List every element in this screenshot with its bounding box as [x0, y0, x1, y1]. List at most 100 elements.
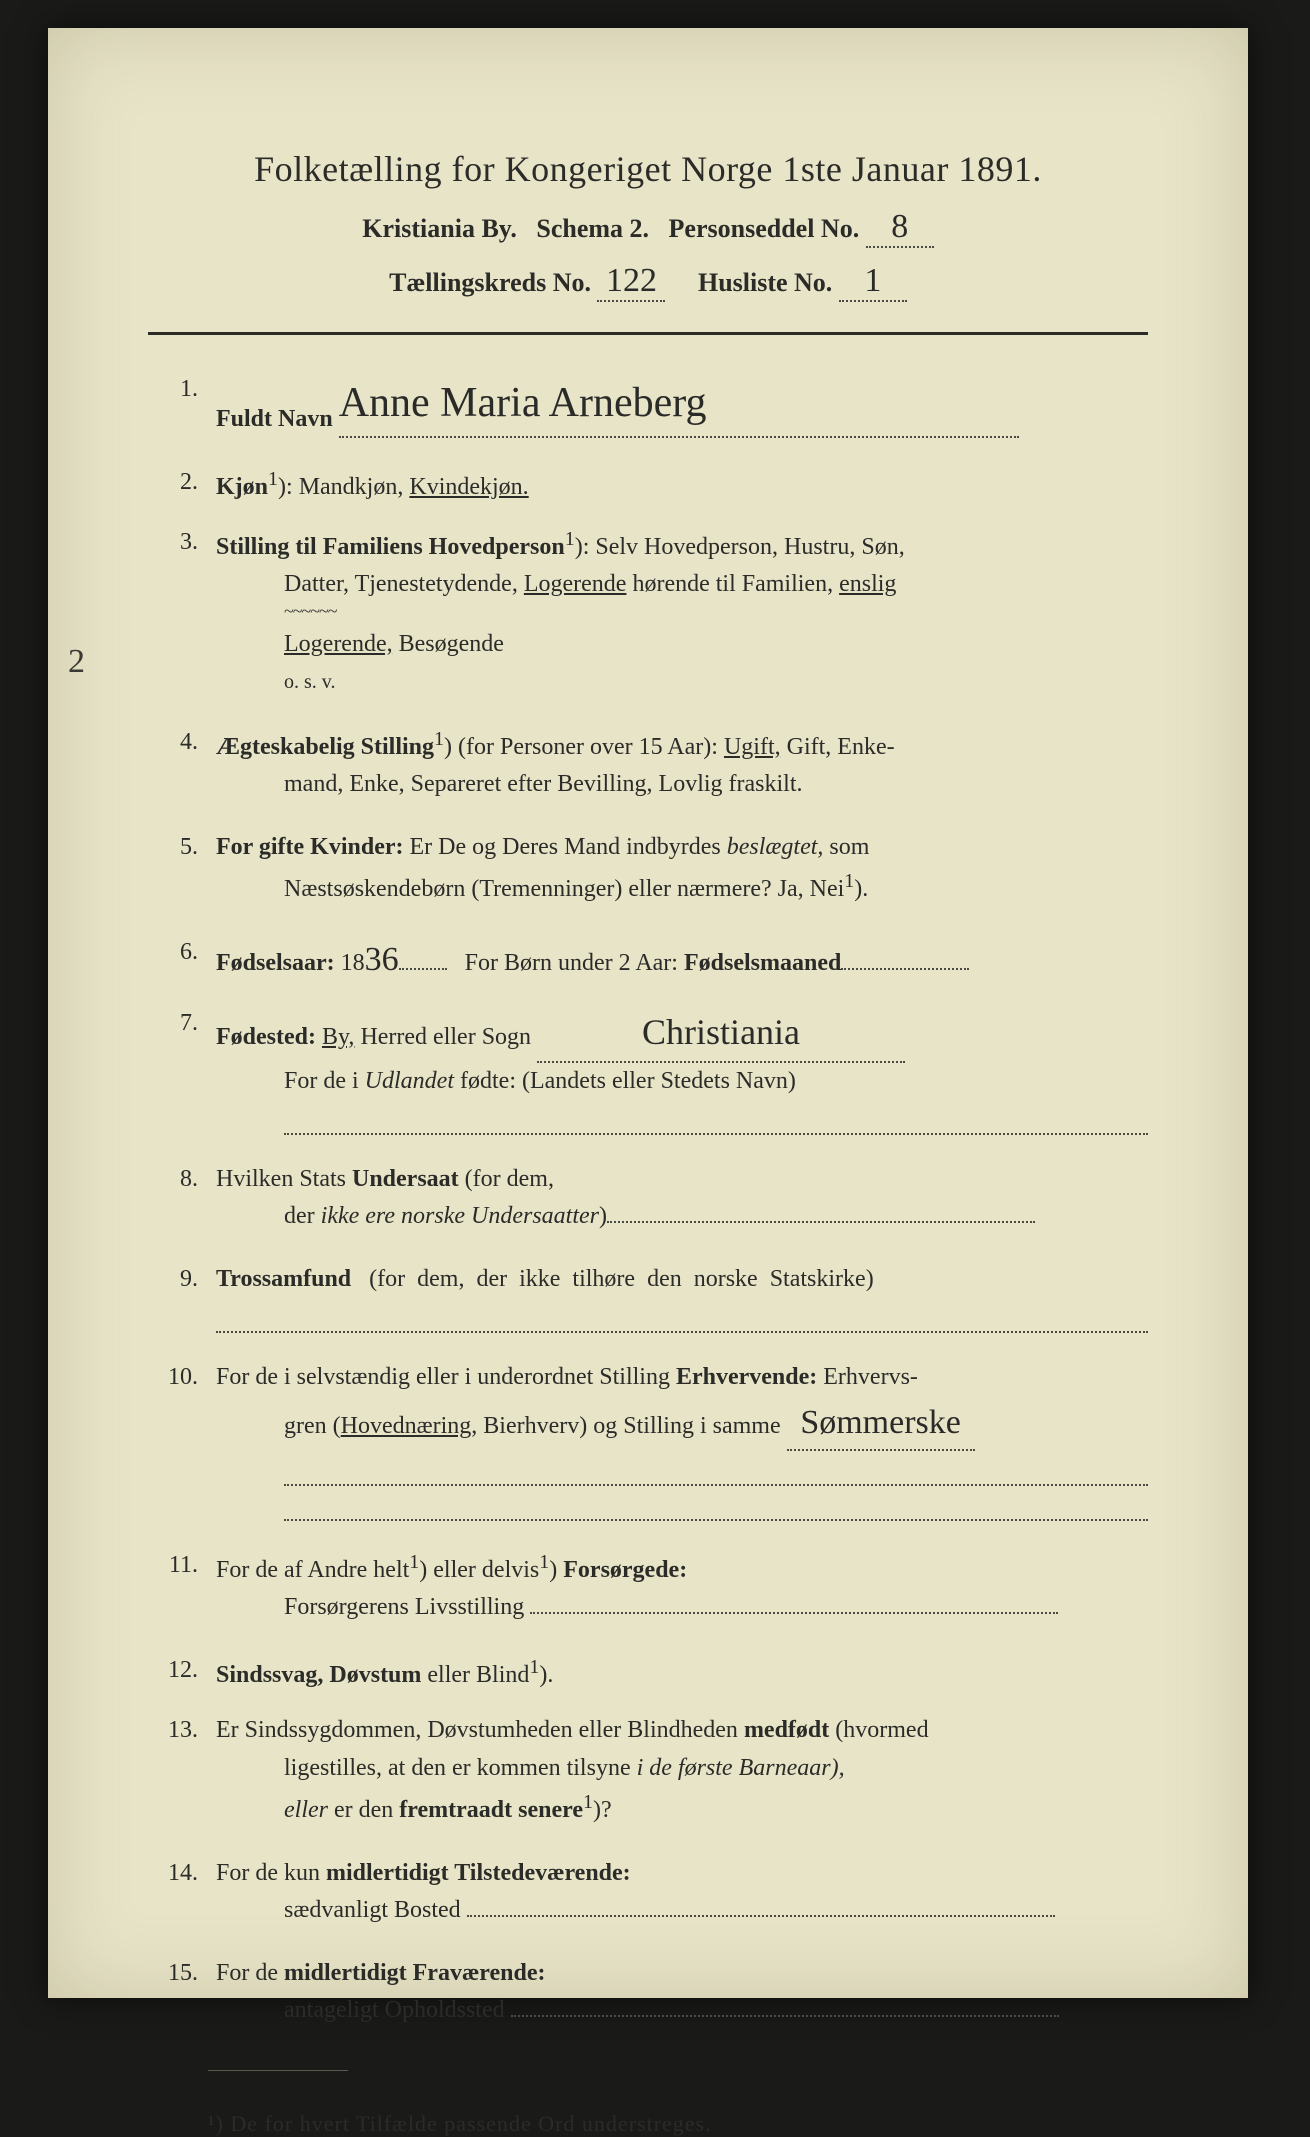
field-11-texta: For de af Andre helt — [216, 1557, 409, 1583]
field-10-blank2 — [284, 1490, 1148, 1521]
taellingskreds-label: Tællingskreds No. — [389, 268, 591, 297]
field-11-supported: For de af Andre helt1) eller delvis1) Fo… — [148, 1547, 1148, 1626]
field-7-textb: For de i — [284, 1068, 359, 1094]
husliste-no: 1 — [839, 262, 907, 302]
personseddel-no: 8 — [866, 208, 934, 248]
field-11-textb: eller delvis — [433, 1557, 539, 1583]
field-3-osv: o. s. v. — [284, 667, 1148, 698]
taellingskreds-no: 122 — [597, 262, 665, 302]
field-13-textd: er den — [334, 1797, 393, 1823]
field-5-texta: Er De og Deres Mand indbyrdes — [410, 834, 721, 860]
field-9-text: (for dem, der ikke tilhøre den norske St… — [369, 1266, 874, 1292]
page-title: Folketælling for Kongeriget Norge 1ste J… — [148, 148, 1148, 190]
field-11-sup1: 1 — [409, 1551, 419, 1573]
field-13-i1: i de første Barneaar), — [637, 1755, 845, 1781]
field-9-blank — [216, 1303, 1148, 1334]
margin-mark: 2 — [68, 643, 85, 681]
field-8-italic: ikke ere norske Undersaatter — [321, 1203, 599, 1229]
census-form-page: Folketælling for Kongeriget Norge 1ste J… — [48, 28, 1248, 1998]
field-4-u: Ugift, — [724, 734, 781, 760]
schema: Schema 2. — [536, 214, 649, 243]
field-3-u3: Logerende, — [284, 631, 393, 657]
footnote-rule — [208, 2070, 348, 2071]
field-4-textb: Gift, Enke- — [787, 734, 895, 760]
field-6-year: 36 — [365, 941, 399, 978]
field-2-label: Kjøn — [216, 474, 268, 500]
field-4-marital: Ægteskabelig Stilling1) (for Personer ov… — [148, 724, 1148, 803]
field-8-subject: Hvilken Stats Undersaat (for dem, der ik… — [148, 1161, 1148, 1235]
field-13-label2: fremtraadt senere — [399, 1797, 583, 1823]
field-1-name: Fuldt Navn Anne Maria Arneberg — [148, 371, 1148, 438]
field-14-label: midlertidigt Tilstedeværende: — [326, 1860, 631, 1886]
city: Kristiania By. — [362, 214, 517, 243]
form-fields: Fuldt Navn Anne Maria Arneberg Kjøn1): M… — [148, 371, 1148, 2030]
field-5-italic: beslægtet, — [727, 834, 824, 860]
husliste-label: Husliste No. — [698, 268, 832, 297]
field-6-texta: For Børn under 2 Aar: — [465, 950, 678, 976]
field-3-label: Stilling til Familiens Hovedperson — [216, 534, 565, 560]
field-13-textb: (hvormed — [835, 1717, 928, 1743]
field-7-italic: Udlandet — [365, 1068, 454, 1094]
field-7-texta: Herred eller Sogn — [360, 1024, 531, 1050]
field-10-label: Erhvervende: — [676, 1364, 817, 1390]
field-3-textc: hørende til Familien, — [632, 571, 833, 597]
field-5-textc: Næstsøskendebørn (Tremenninger) eller næ… — [284, 876, 844, 902]
field-14-temporary-present: For de kun midlertidigt Tilstedeværende:… — [148, 1855, 1148, 1929]
field-4-label: Ægteskabelig Stilling — [216, 734, 434, 760]
field-4-sup: 1 — [434, 728, 444, 750]
field-6-label2: Fødselsmaaned — [684, 950, 841, 976]
field-5-married-women: For gifte Kvinder: Er De og Deres Mand i… — [148, 829, 1148, 908]
field-3-textb: Datter, Tjenestetydende, — [284, 571, 518, 597]
field-2-opt1: Mandkjøn, — [299, 474, 404, 500]
footnote: ¹) De for hvert Tilfælde passende Ord un… — [148, 2111, 1148, 2137]
field-8-textc: der — [284, 1203, 315, 1229]
field-4-texta: (for Personer over 15 Aar): — [458, 734, 718, 760]
field-7-u: By, — [322, 1024, 354, 1050]
divider — [148, 332, 1148, 335]
field-13-label: medfødt — [744, 1717, 829, 1743]
field-7-textc: fødte: (Landets eller Stedets Navn) — [460, 1068, 796, 1094]
field-15-label: midlertidigt Fraværende: — [284, 1960, 546, 1986]
field-8-textb: (for dem, — [465, 1166, 554, 1192]
field-8-label: Undersaat — [352, 1166, 459, 1192]
field-12-label: Sindssvag, Døvstum — [216, 1662, 421, 1688]
field-10-blank1 — [284, 1455, 1148, 1486]
personseddel-label: Personseddel No. — [669, 214, 860, 243]
field-2-underlined: Kvindekjøn. — [409, 474, 528, 500]
field-12-disability: Sindssvag, Døvstum eller Blind1). — [148, 1652, 1148, 1694]
field-10-textc: gren ( — [284, 1413, 341, 1439]
field-5-label: For gifte Kvinder: — [216, 834, 404, 860]
field-13-sup: 1 — [583, 1791, 593, 1813]
field-10-u: Hovednæring, — [341, 1413, 478, 1439]
field-8-texta: Hvilken Stats — [216, 1166, 346, 1192]
field-1-value: Anne Maria Arneberg — [339, 380, 707, 426]
field-3-textd: Besøgende — [399, 631, 504, 657]
field-10-value: Sømmerske — [800, 1404, 961, 1441]
field-3-relation: Stilling til Familiens Hovedperson1): Se… — [148, 524, 1148, 697]
field-10-textb: Erhvervs- — [823, 1364, 918, 1390]
field-5-textb: som — [829, 834, 869, 860]
field-15-textb: antageligt Opholdssted — [284, 1997, 505, 2023]
field-11-textc: Forsørgerens Livsstilling — [284, 1594, 524, 1620]
field-7-blank — [284, 1104, 1148, 1135]
field-3-u2: enslig — [839, 571, 896, 597]
field-12-sup: 1 — [529, 1656, 539, 1678]
field-14-texta: For de kun — [216, 1860, 320, 1886]
field-7-label: Fødested: — [216, 1024, 316, 1050]
field-13-i2: eller — [284, 1797, 328, 1823]
field-7-value: Christiania — [642, 1012, 800, 1052]
field-6-prefix: 18 — [341, 950, 365, 976]
field-6-birthyear: Fødselsaar: 1836 For Børn under 2 Aar: F… — [148, 934, 1148, 987]
field-11-label: Forsørgede: — [563, 1557, 687, 1583]
field-10-textd: Bierhverv) og Stilling i samme — [483, 1413, 780, 1439]
field-13-textc: ligestilles, at den er kommen tilsyne — [284, 1755, 631, 1781]
field-14-textb: sædvanligt Bosted — [284, 1897, 461, 1923]
field-9-religion: Trossamfund (for dem, der ikke tilhøre d… — [148, 1261, 1148, 1333]
field-3-sup: 1 — [565, 528, 575, 550]
field-5-sup: 1 — [844, 870, 854, 892]
field-3-texta: Selv Hovedperson, Hustru, Søn, — [595, 534, 904, 560]
field-15-texta: For de — [216, 1960, 278, 1986]
field-11-sup2: 1 — [539, 1551, 549, 1573]
field-15-temporary-absent: For de midlertidigt Fraværende: antageli… — [148, 1955, 1148, 2029]
subtitle-line: Kristiania By. Schema 2. Personseddel No… — [148, 208, 1148, 248]
